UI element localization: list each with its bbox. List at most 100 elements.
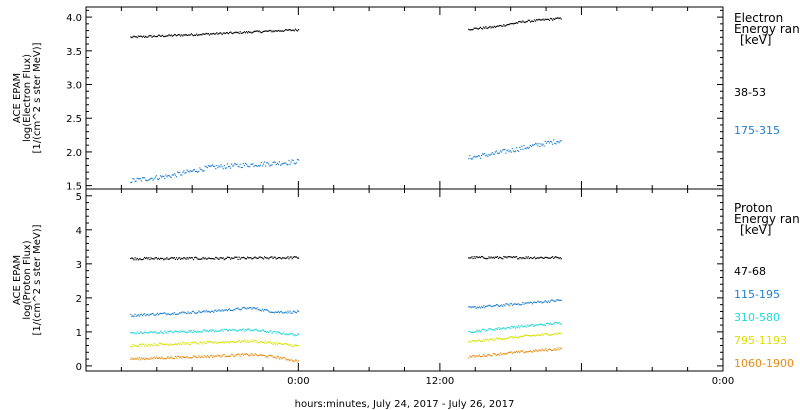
data-point xyxy=(223,354,225,356)
data-point xyxy=(141,177,144,179)
data-point xyxy=(534,350,536,353)
data-point xyxy=(470,306,472,309)
data-point xyxy=(253,355,255,357)
data-point xyxy=(174,34,177,36)
data-point xyxy=(148,343,150,346)
data-point xyxy=(181,331,183,333)
data-point xyxy=(524,302,526,304)
data-point xyxy=(531,334,534,337)
data-point xyxy=(509,303,511,305)
data-point xyxy=(559,140,561,142)
data-point xyxy=(218,165,220,167)
data-point xyxy=(542,257,544,260)
data-point xyxy=(484,27,486,29)
data-point xyxy=(482,28,484,30)
data-point xyxy=(232,340,234,343)
data-point xyxy=(530,335,533,337)
data-point xyxy=(182,171,184,174)
data-point xyxy=(215,33,217,35)
data-point xyxy=(483,305,485,307)
data-point xyxy=(292,256,294,258)
data-point xyxy=(487,329,489,331)
data-point xyxy=(474,27,476,29)
data-point xyxy=(230,309,232,312)
data-point xyxy=(273,356,275,358)
data-point xyxy=(151,312,153,315)
data-point xyxy=(138,356,140,359)
data-point xyxy=(182,258,184,260)
data-point xyxy=(265,309,267,311)
data-point xyxy=(498,305,501,307)
data-point xyxy=(274,356,276,358)
data-point xyxy=(473,256,475,258)
data-point xyxy=(511,256,513,259)
data-point xyxy=(486,258,488,260)
data-point xyxy=(510,302,512,305)
data-point xyxy=(540,143,542,145)
data-point xyxy=(493,339,495,341)
data-point xyxy=(529,335,531,337)
data-point xyxy=(238,339,240,342)
data-point xyxy=(209,355,212,357)
data-point xyxy=(255,341,257,344)
data-point xyxy=(504,338,506,340)
data-point xyxy=(264,354,266,357)
data-point xyxy=(554,256,556,258)
data-point xyxy=(293,256,295,258)
data-point xyxy=(485,155,487,157)
data-point xyxy=(166,332,168,334)
data-point xyxy=(534,301,536,303)
data-point xyxy=(546,333,548,335)
data-point xyxy=(149,331,151,333)
proton-legend-title: Proton xyxy=(734,201,773,215)
data-point xyxy=(149,178,151,180)
data-point xyxy=(210,257,213,260)
data-point xyxy=(296,344,299,347)
data-point xyxy=(168,344,170,346)
data-point xyxy=(202,33,204,35)
data-point xyxy=(261,308,264,310)
data-point xyxy=(224,167,226,169)
data-point xyxy=(471,158,473,160)
data-point xyxy=(503,255,505,258)
data-point xyxy=(475,355,477,357)
data-point xyxy=(284,162,286,164)
data-point xyxy=(509,327,511,330)
data-point xyxy=(294,163,296,165)
data-point xyxy=(289,310,291,312)
data-point xyxy=(221,309,223,311)
data-point xyxy=(536,349,538,352)
data-point xyxy=(147,180,149,182)
data-point xyxy=(237,165,239,167)
data-point xyxy=(280,311,283,313)
data-point xyxy=(277,257,280,259)
data-point xyxy=(547,323,550,325)
data-point xyxy=(253,329,255,331)
data-point xyxy=(154,357,156,360)
data-point xyxy=(270,164,272,166)
data-point xyxy=(180,330,182,332)
data-point xyxy=(197,34,199,37)
data-point xyxy=(198,258,200,260)
data-point xyxy=(541,144,543,146)
data-point xyxy=(477,339,479,342)
data-point xyxy=(289,360,291,362)
data-point xyxy=(294,28,296,30)
data-point xyxy=(142,357,145,359)
data-point xyxy=(153,35,155,37)
data-point xyxy=(517,326,519,329)
data-point xyxy=(497,353,500,356)
data-point xyxy=(194,356,197,358)
data-point xyxy=(192,329,195,331)
data-point xyxy=(165,174,167,176)
data-point xyxy=(259,256,261,258)
data-point xyxy=(537,334,539,336)
data-point xyxy=(501,25,503,27)
data-point xyxy=(181,344,183,346)
data-point xyxy=(239,163,241,165)
data-point xyxy=(477,155,479,157)
data-point xyxy=(272,356,274,358)
data-point xyxy=(280,343,283,345)
data-point xyxy=(285,28,287,31)
